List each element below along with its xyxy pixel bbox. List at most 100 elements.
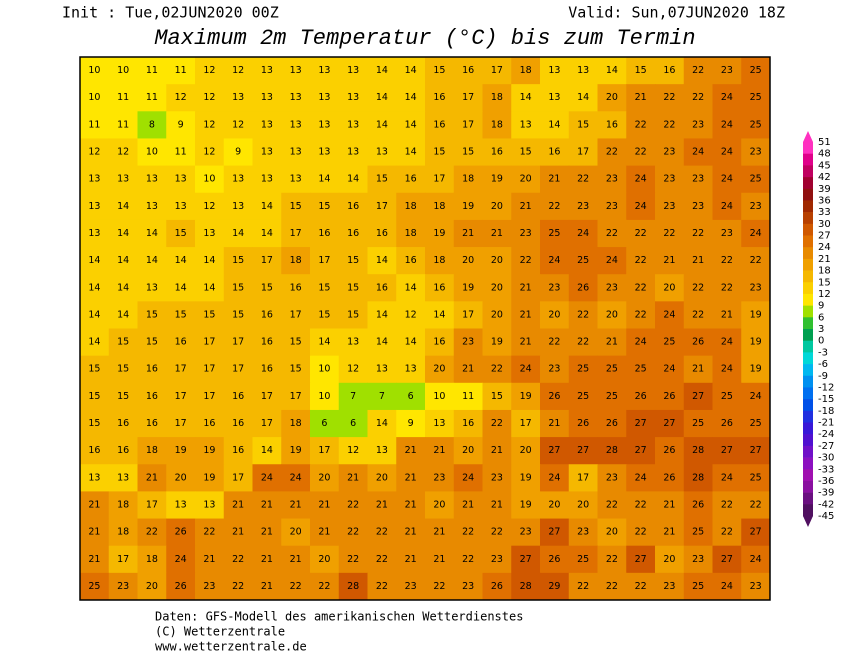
temperature-cell — [741, 518, 771, 547]
temperature-label: 17 — [146, 499, 158, 510]
temperature-cell — [310, 409, 340, 438]
temperature-label: 24 — [548, 472, 560, 483]
temperature-label: 15 — [175, 228, 187, 239]
temperature-label: 9 — [408, 418, 414, 429]
temperature-label: 23 — [606, 174, 618, 185]
temperature-label: 11 — [175, 147, 187, 158]
temperature-label: 23 — [692, 201, 704, 212]
temperature-label: 22 — [232, 554, 244, 565]
temperature-label: 12 — [232, 65, 244, 76]
temperature-label: 17 — [577, 472, 589, 483]
temperature-cell — [597, 165, 627, 194]
temperature-cell — [281, 274, 311, 302]
temperature-label: 22 — [520, 255, 532, 266]
temperature-cell — [597, 84, 627, 112]
temperature-cell — [137, 545, 167, 574]
temperature-cell — [540, 301, 570, 329]
temperature-label: 21 — [405, 554, 417, 565]
temperature-label: 14 — [520, 92, 532, 103]
temperature-cell — [108, 491, 138, 520]
temperature-cell — [367, 192, 397, 221]
temperature-cell — [626, 301, 656, 329]
temperature-cell — [453, 382, 483, 411]
temperature-cell — [453, 138, 483, 167]
temperature-cell — [655, 219, 685, 248]
temperature-label: 14 — [318, 337, 330, 348]
temperature-cell — [195, 355, 225, 384]
temperature-cell — [683, 274, 713, 302]
temperature-label: 14 — [117, 228, 129, 239]
temperature-label: 15 — [491, 391, 503, 402]
colorbar-label: 12 — [818, 289, 831, 300]
temperature-cell — [741, 545, 771, 574]
temperature-cell — [626, 382, 656, 411]
temperature-cell — [281, 491, 311, 520]
temperature-cell — [655, 518, 685, 547]
temperature-cell — [338, 437, 368, 465]
temperature-cell — [712, 437, 742, 465]
temperature-label: 22 — [491, 364, 503, 375]
temperature-label: 21 — [203, 554, 215, 565]
temperature-cell — [511, 138, 541, 167]
temperature-cell — [137, 437, 167, 465]
colorbar-label: -3 — [818, 347, 828, 358]
temperature-cell — [626, 545, 656, 574]
temperature-cell — [223, 355, 253, 384]
temperature-label: 17 — [462, 119, 474, 130]
temperature-cell — [281, 247, 311, 275]
temperature-label: 14 — [88, 337, 100, 348]
temperature-cell — [223, 165, 253, 194]
temperature-label: 24 — [175, 554, 187, 565]
temperature-label: 19 — [520, 499, 532, 510]
temperature-cell — [741, 84, 771, 112]
temperature-cell — [137, 165, 167, 194]
temperature-label: 21 — [261, 581, 273, 592]
temperature-cell — [252, 274, 282, 302]
temperature-cell — [166, 572, 196, 601]
temperature-label: 13 — [318, 119, 330, 130]
temperature-label: 20 — [433, 499, 445, 510]
temperature-label: 14 — [232, 228, 244, 239]
temperature-label: 24 — [750, 391, 762, 402]
temperature-label: 23 — [692, 554, 704, 565]
temperature-label: 23 — [462, 337, 474, 348]
temperature-label: 17 — [261, 255, 273, 266]
temperature-label: 26 — [663, 391, 675, 402]
temperature-cell — [568, 518, 598, 547]
temperature-label: 14 — [146, 228, 158, 239]
temperature-cell — [338, 219, 368, 248]
temperature-label: 15 — [347, 282, 359, 293]
temperature-cell — [338, 165, 368, 194]
temperature-label: 11 — [146, 65, 158, 76]
temperature-label: 13 — [175, 201, 187, 212]
temperature-cell — [683, 382, 713, 411]
temperature-cell — [511, 382, 541, 411]
temperature-cell — [310, 57, 340, 85]
temperature-label: 13 — [232, 92, 244, 103]
temperature-cell — [655, 301, 685, 329]
temperature-cell — [453, 219, 483, 248]
temperature-label: 24 — [635, 472, 647, 483]
temperature-label: 19 — [750, 337, 762, 348]
temperature-label: 24 — [721, 147, 733, 158]
temperature-cell — [597, 301, 627, 329]
temperature-cell — [597, 138, 627, 167]
temperature-cell — [166, 491, 196, 520]
temperature-label: 25 — [750, 472, 762, 483]
temperature-label: 22 — [548, 337, 560, 348]
temperature-cell — [741, 328, 771, 357]
temperature-cell — [597, 464, 627, 492]
temperature-label: 13 — [146, 201, 158, 212]
temperature-label: 15 — [347, 255, 359, 266]
temperature-label: 23 — [721, 228, 733, 239]
colorbar-label: 36 — [818, 195, 831, 206]
temperature-cell — [453, 409, 483, 438]
temperature-label: 18 — [405, 228, 417, 239]
temperature-label: 22 — [232, 581, 244, 592]
temperature-label: 16 — [462, 418, 474, 429]
temperature-cell — [223, 247, 253, 275]
temperature-cell — [252, 247, 282, 275]
temperature-cell — [741, 165, 771, 194]
temperature-cell — [281, 355, 311, 384]
temperature-label: 23 — [606, 201, 618, 212]
